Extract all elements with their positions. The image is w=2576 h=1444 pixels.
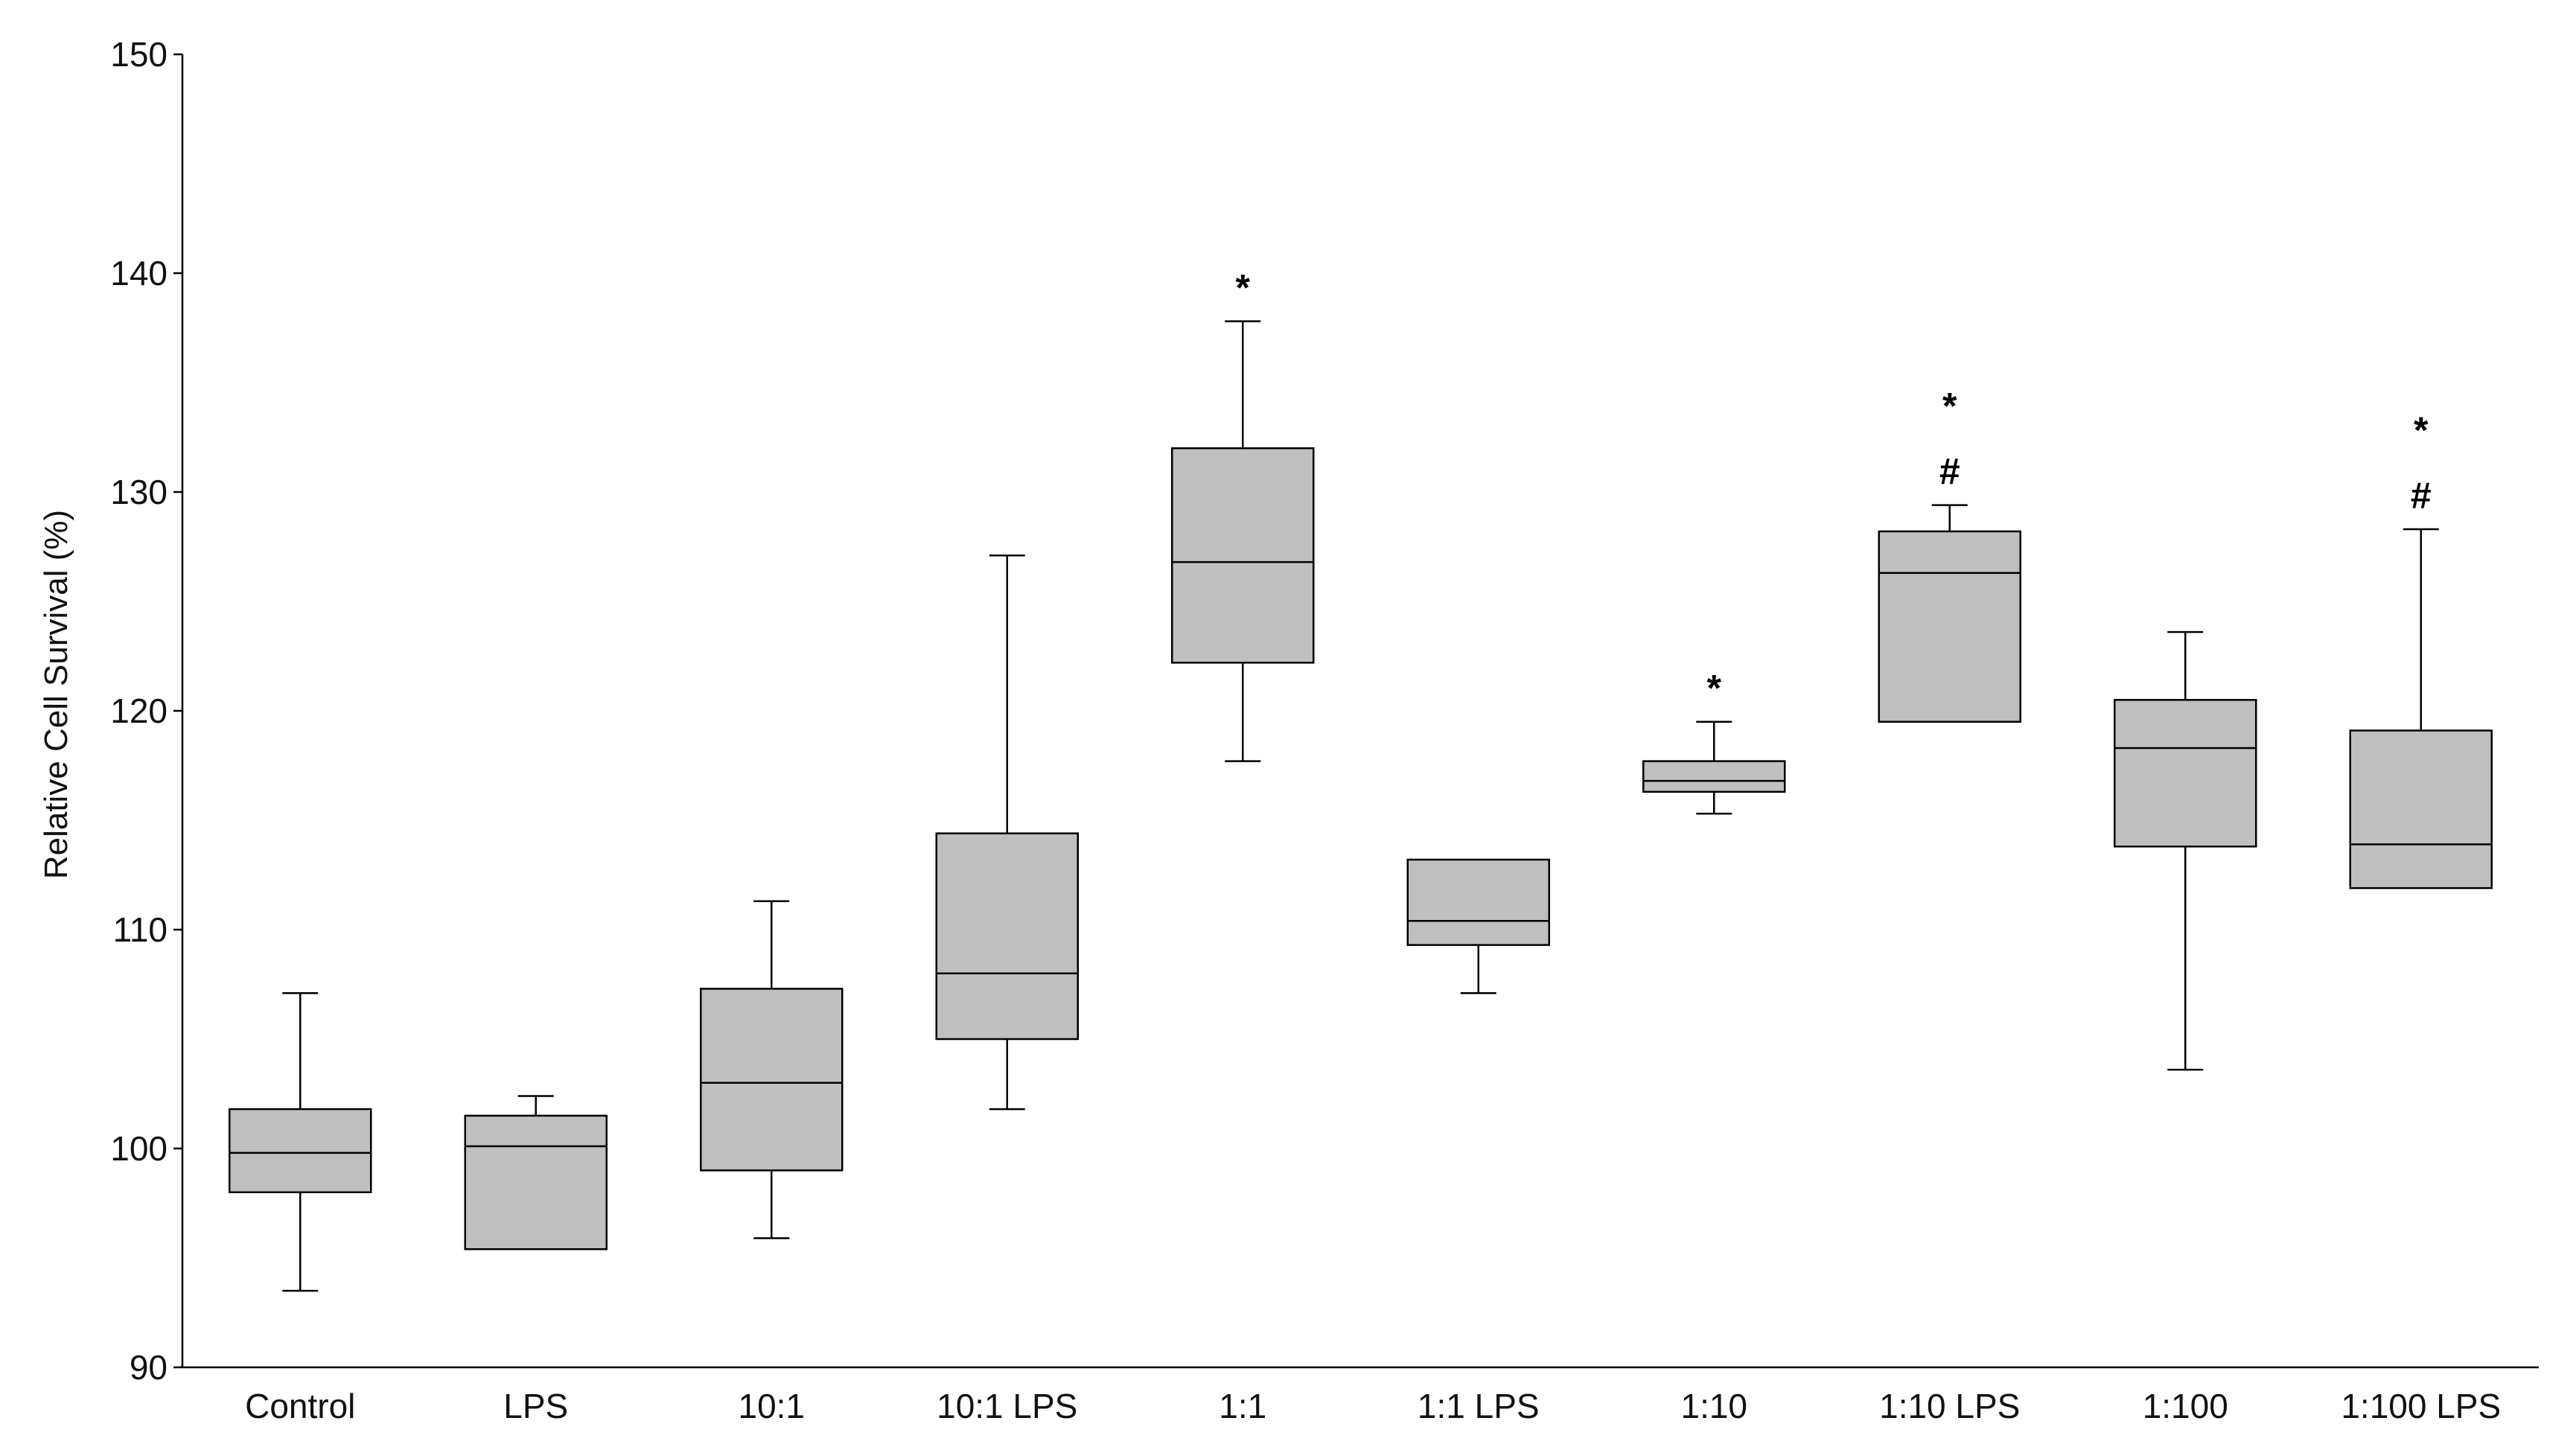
iqr-box bbox=[935, 832, 1079, 1041]
box-group bbox=[464, 1095, 608, 1250]
iqr-box bbox=[229, 1108, 372, 1194]
x-tick-label: LPS bbox=[503, 1387, 568, 1425]
y-tick-label: 130 bbox=[110, 473, 168, 511]
x-tick-label: 1:1 LPS bbox=[1418, 1387, 1540, 1425]
box-group bbox=[935, 555, 1079, 1111]
box-group bbox=[229, 992, 372, 1292]
x-tick-label: 1:100 bbox=[2143, 1387, 2228, 1425]
significance-marker: # bbox=[1939, 451, 1960, 493]
y-tick-label: 140 bbox=[110, 254, 168, 293]
x-tick-label: 10:1 LPS bbox=[937, 1387, 1077, 1425]
significance-marker: * bbox=[1236, 267, 1251, 309]
iqr-box bbox=[2349, 729, 2493, 889]
x-tick-label: Control bbox=[245, 1387, 355, 1425]
box-group bbox=[700, 900, 844, 1239]
box-group: * bbox=[1171, 267, 1315, 762]
y-tick-label: 100 bbox=[110, 1129, 168, 1168]
box-group bbox=[1406, 858, 1550, 994]
x-axis-ticks: Control LPS 10:1 10:1 LPS 1:1 1:1 LPS 1:10 1:10… bbox=[245, 1387, 2501, 1425]
x-tick-label: 1:10 bbox=[1680, 1387, 1747, 1425]
iqr-box bbox=[1406, 858, 1550, 946]
box-group: * bbox=[1642, 668, 1786, 815]
iqr-box bbox=[1642, 760, 1786, 793]
significance-marker: # bbox=[2411, 475, 2432, 517]
x-tick-label: 1:1 bbox=[1219, 1387, 1266, 1425]
y-axis-title: Relative Cell Survival (%) bbox=[38, 510, 74, 879]
significance-marker: * bbox=[1942, 386, 1957, 427]
x-tick-label: 1:10 LPS bbox=[1879, 1387, 2020, 1425]
x-tick-label: 10:1 bbox=[738, 1387, 805, 1425]
y-axis-ticks: 90 100 110 120 130 140 150 bbox=[110, 35, 182, 1387]
y-tick-label: 90 bbox=[130, 1348, 168, 1387]
significance-marker: * bbox=[1707, 668, 1722, 709]
iqr-box bbox=[1878, 530, 2021, 723]
box-group: #* bbox=[1878, 386, 2021, 723]
iqr-box bbox=[464, 1114, 608, 1250]
box-group bbox=[2114, 630, 2257, 1071]
x-tick-label: 1:100 LPS bbox=[2341, 1387, 2501, 1425]
plot-marks: **#*#* bbox=[229, 267, 2493, 1292]
iqr-box bbox=[2114, 699, 2257, 848]
significance-marker: * bbox=[2414, 409, 2429, 451]
iqr-box bbox=[1171, 447, 1315, 664]
y-tick-label: 150 bbox=[110, 35, 168, 74]
iqr-box bbox=[700, 988, 844, 1172]
box-group: #* bbox=[2349, 409, 2493, 889]
y-tick-label: 120 bbox=[110, 691, 168, 730]
y-tick-label: 110 bbox=[113, 910, 168, 949]
